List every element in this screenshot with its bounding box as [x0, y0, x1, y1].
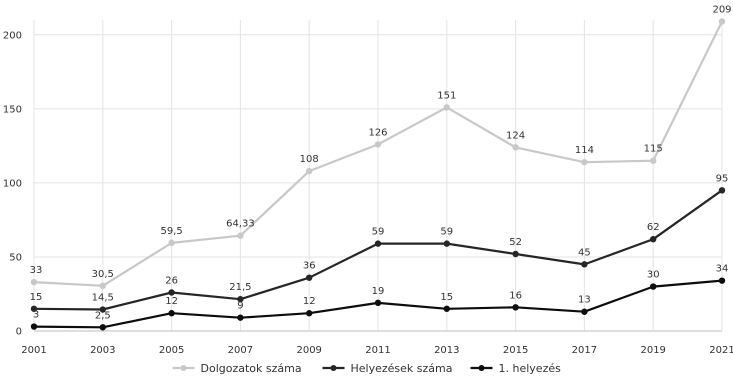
data-label: 95	[716, 173, 729, 184]
data-point	[99, 324, 107, 331]
legend-label: Helyezések száma	[351, 362, 453, 375]
data-label: 16	[509, 290, 522, 301]
legend-entry: Dolgozatok száma	[172, 362, 302, 375]
data-label: 19	[372, 286, 385, 297]
data-label: 14,5	[92, 293, 114, 304]
data-point	[718, 18, 726, 25]
data-label: 62	[647, 222, 660, 233]
data-point	[512, 304, 519, 311]
data-label: 108	[300, 154, 319, 165]
data-label: 124	[506, 130, 525, 141]
x-tick-label: 2005	[159, 345, 184, 356]
data-point	[512, 144, 519, 151]
data-point	[237, 314, 244, 321]
data-label: 151	[437, 90, 456, 101]
x-tick-label: 2003	[90, 345, 115, 356]
data-point	[168, 310, 175, 317]
x-tick-label: 2013	[434, 345, 459, 356]
data-point	[581, 261, 588, 268]
data-point	[650, 157, 657, 164]
x-tick-label: 2021	[709, 345, 733, 356]
legend-marker	[180, 365, 187, 371]
legend-entry: Helyezések száma	[322, 362, 453, 375]
series	[30, 18, 726, 331]
data-label: 26	[165, 275, 178, 286]
data-point	[374, 240, 382, 247]
data-point	[237, 232, 244, 239]
data-point	[306, 274, 313, 281]
grid	[33, 20, 723, 331]
data-label: 59,5	[160, 226, 182, 237]
y-tick-label: 200	[3, 30, 22, 41]
data-point	[581, 158, 588, 166]
data-point	[718, 277, 726, 284]
legend-marker	[330, 365, 337, 371]
y-tick-label: 0	[16, 327, 22, 338]
x-tick-label: 2017	[572, 345, 597, 356]
data-point	[650, 235, 657, 243]
y-tick-label: 50	[9, 252, 22, 263]
data-point	[237, 295, 244, 303]
x-tick-label: 2001	[21, 345, 46, 356]
data-label: 52	[509, 237, 522, 248]
data-label: 114	[575, 145, 594, 156]
data-point	[443, 104, 450, 111]
data-label: 12	[165, 296, 178, 307]
data-label: 2,5	[95, 310, 111, 321]
data-point	[512, 250, 519, 258]
data-point	[581, 308, 588, 315]
data-point	[30, 278, 38, 286]
data-label: 15	[30, 292, 43, 303]
data-point	[374, 299, 382, 307]
legend-label: 1. helyezés	[499, 362, 562, 375]
data-point	[99, 306, 107, 313]
legend-entry: 1. helyezés	[470, 362, 562, 375]
data-point	[443, 240, 450, 247]
y-tick-label: 150	[3, 104, 22, 115]
data-label: 45	[578, 247, 591, 258]
data-point	[168, 289, 175, 296]
data-label: 30	[647, 270, 660, 281]
y-tick-label: 100	[3, 178, 22, 189]
legend-label: Dolgozatok száma	[201, 362, 302, 375]
x-tick-label: 2015	[503, 345, 528, 356]
x-tick-label: 2009	[296, 345, 321, 356]
data-label: 12	[303, 296, 316, 307]
data-label: 30,5	[92, 269, 114, 280]
legend: Dolgozatok száma Helyezések száma 1. helye…	[172, 362, 562, 375]
data-label: 3	[33, 310, 39, 321]
legend-marker	[478, 365, 485, 371]
data-label: 115	[644, 144, 663, 155]
data-point	[30, 305, 38, 312]
x-tick-label: 2011	[365, 345, 390, 356]
data-point	[306, 310, 313, 317]
x-tick-label: 2007	[228, 345, 253, 356]
data-label: 36	[303, 261, 316, 272]
data-label: 34	[716, 264, 729, 275]
data-label: 15	[440, 292, 453, 303]
data-point	[443, 305, 450, 312]
data-label: 21,5	[229, 282, 251, 293]
data-label: 59	[372, 227, 385, 238]
data-point	[306, 167, 313, 175]
axes: 0 50 100 150 200 2001 2003 2005 2007 2009 2011 2013…	[3, 30, 733, 356]
data-label: 33	[30, 265, 43, 276]
data-labels: 33 30,5 59,5 64,33 108 126 151 124 114 115 209 15 14…	[30, 4, 732, 321]
data-point	[650, 283, 657, 290]
data-label: 13	[578, 295, 591, 306]
x-tick-label: 2019	[640, 345, 665, 356]
data-point	[99, 282, 107, 290]
data-label: 126	[368, 127, 387, 138]
data-point	[374, 141, 382, 148]
data-point	[30, 323, 38, 330]
data-point	[168, 239, 175, 247]
data-point	[718, 187, 726, 194]
data-label: 64,33	[226, 219, 255, 230]
data-label: 209	[712, 4, 731, 15]
data-label: 9	[237, 301, 243, 312]
data-label: 59	[440, 227, 453, 238]
